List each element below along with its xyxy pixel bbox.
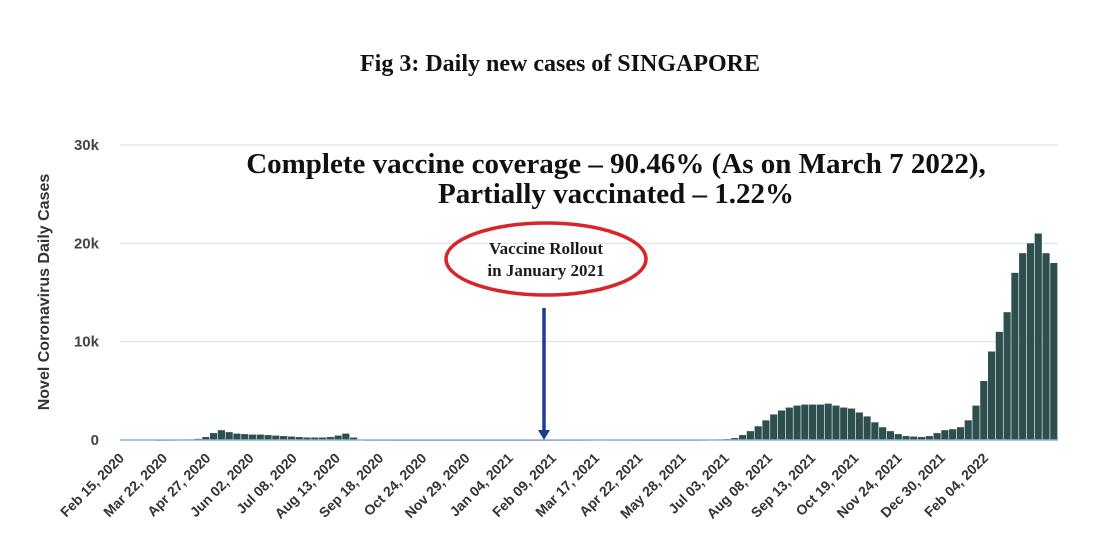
bar bbox=[1050, 263, 1058, 440]
bar bbox=[902, 436, 910, 440]
bar bbox=[770, 414, 778, 440]
bar bbox=[241, 434, 249, 440]
bar bbox=[225, 432, 233, 440]
bar bbox=[248, 434, 257, 440]
bar bbox=[280, 436, 288, 440]
bar bbox=[777, 410, 786, 440]
rollout-callout-line-2: in January 2021 bbox=[487, 261, 604, 280]
bar bbox=[793, 405, 801, 440]
bar bbox=[303, 437, 311, 440]
y-tick-label: 30k bbox=[74, 137, 100, 154]
bar bbox=[879, 427, 887, 440]
y-axis-ticks: 0 10k 20k 30k bbox=[74, 137, 100, 449]
bar bbox=[972, 405, 980, 440]
bar bbox=[287, 436, 295, 440]
bar bbox=[762, 420, 770, 440]
bar bbox=[272, 435, 280, 440]
bar bbox=[1042, 253, 1050, 440]
bar bbox=[840, 407, 848, 440]
bar bbox=[1011, 272, 1019, 440]
bar bbox=[917, 437, 926, 440]
figure-title: Fig 3: Daily new cases of SINGAPORE bbox=[360, 51, 760, 77]
bar bbox=[342, 433, 350, 440]
bar bbox=[894, 434, 902, 440]
bar bbox=[941, 430, 949, 440]
bar bbox=[731, 438, 739, 440]
rollout-callout-line-1: Vaccine Rollout bbox=[489, 239, 603, 258]
bar bbox=[925, 436, 933, 440]
bar bbox=[832, 405, 840, 440]
bar bbox=[1026, 243, 1035, 440]
bar bbox=[910, 436, 918, 440]
bar bbox=[295, 437, 303, 440]
bar bbox=[956, 427, 965, 440]
bar bbox=[987, 351, 996, 440]
bar bbox=[233, 433, 241, 440]
bar bbox=[210, 433, 218, 440]
bar bbox=[855, 412, 863, 440]
y-tick-label: 10k bbox=[74, 334, 100, 351]
bar bbox=[318, 437, 327, 440]
bar bbox=[334, 435, 342, 440]
coverage-annotation-line-2: Partially vaccinated – 1.22% bbox=[438, 178, 794, 210]
bar bbox=[264, 435, 272, 440]
bar bbox=[1019, 253, 1027, 440]
bar bbox=[746, 431, 754, 440]
bar bbox=[785, 407, 793, 440]
bar bbox=[256, 434, 264, 440]
bar bbox=[809, 404, 817, 440]
bar bbox=[816, 404, 824, 440]
bar bbox=[871, 422, 879, 440]
bar bbox=[949, 429, 957, 440]
bar bbox=[350, 437, 358, 440]
y-tick-label: 0 bbox=[91, 432, 99, 449]
rollout-arrow-head bbox=[538, 430, 550, 440]
bar bbox=[995, 331, 1003, 440]
bar bbox=[326, 437, 334, 440]
bar bbox=[863, 416, 871, 440]
bar bbox=[964, 420, 972, 440]
bar bbox=[824, 403, 832, 440]
bar bbox=[217, 430, 225, 440]
bar bbox=[933, 433, 941, 440]
bar bbox=[1003, 312, 1011, 440]
gridlines bbox=[120, 144, 1058, 343]
rollout-callout-circle bbox=[444, 221, 648, 297]
bar bbox=[980, 381, 988, 440]
coverage-annotation-line-1: Complete vaccine coverage – 90.46% (As o… bbox=[246, 148, 986, 180]
bar bbox=[801, 404, 809, 440]
bar bbox=[1034, 233, 1042, 440]
bars bbox=[155, 233, 1058, 441]
bar bbox=[739, 435, 747, 440]
y-tick-label: 20k bbox=[74, 235, 100, 252]
bar bbox=[847, 408, 856, 440]
bar bbox=[311, 437, 319, 440]
y-axis-label: Novel Coronavirus Daily Cases bbox=[36, 174, 53, 411]
bar bbox=[202, 437, 210, 440]
bar bbox=[886, 431, 895, 440]
bar bbox=[754, 426, 762, 440]
